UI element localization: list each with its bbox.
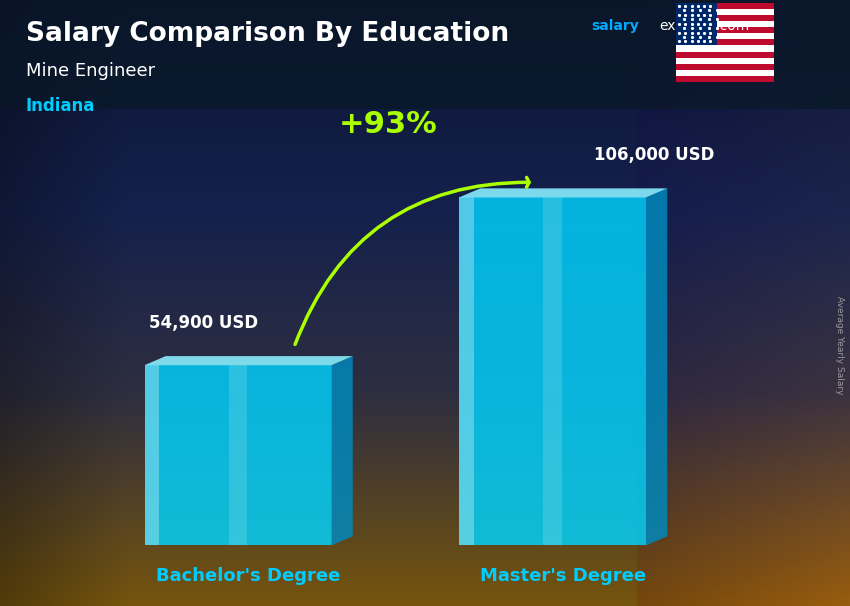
- Text: 54,900 USD: 54,900 USD: [150, 314, 258, 332]
- Text: salary: salary: [591, 19, 638, 33]
- Polygon shape: [229, 365, 247, 545]
- Text: Master's Degree: Master's Degree: [480, 567, 646, 585]
- Bar: [676, 52, 774, 58]
- Text: Mine Engineer: Mine Engineer: [26, 62, 155, 80]
- Text: Bachelor's Degree: Bachelor's Degree: [156, 567, 341, 585]
- Bar: [676, 3, 774, 9]
- Text: explorer.com: explorer.com: [659, 19, 749, 33]
- Text: Salary Comparison By Education: Salary Comparison By Education: [26, 21, 508, 47]
- Polygon shape: [144, 356, 353, 365]
- Polygon shape: [332, 356, 353, 545]
- Polygon shape: [459, 198, 646, 545]
- Bar: [676, 27, 774, 33]
- Text: Indiana: Indiana: [26, 97, 95, 115]
- Polygon shape: [459, 198, 474, 545]
- Polygon shape: [144, 365, 332, 545]
- Polygon shape: [144, 365, 160, 545]
- Text: Average Yearly Salary: Average Yearly Salary: [836, 296, 844, 395]
- Bar: [676, 64, 774, 70]
- Bar: [676, 15, 774, 21]
- Polygon shape: [459, 188, 667, 198]
- Bar: [676, 39, 774, 45]
- FancyBboxPatch shape: [0, 0, 850, 109]
- Text: 106,000 USD: 106,000 USD: [594, 146, 715, 164]
- Polygon shape: [646, 188, 667, 545]
- Bar: [676, 3, 774, 82]
- Bar: [676, 3, 717, 45]
- Text: +93%: +93%: [339, 110, 438, 139]
- Polygon shape: [543, 198, 562, 545]
- Bar: [676, 76, 774, 82]
